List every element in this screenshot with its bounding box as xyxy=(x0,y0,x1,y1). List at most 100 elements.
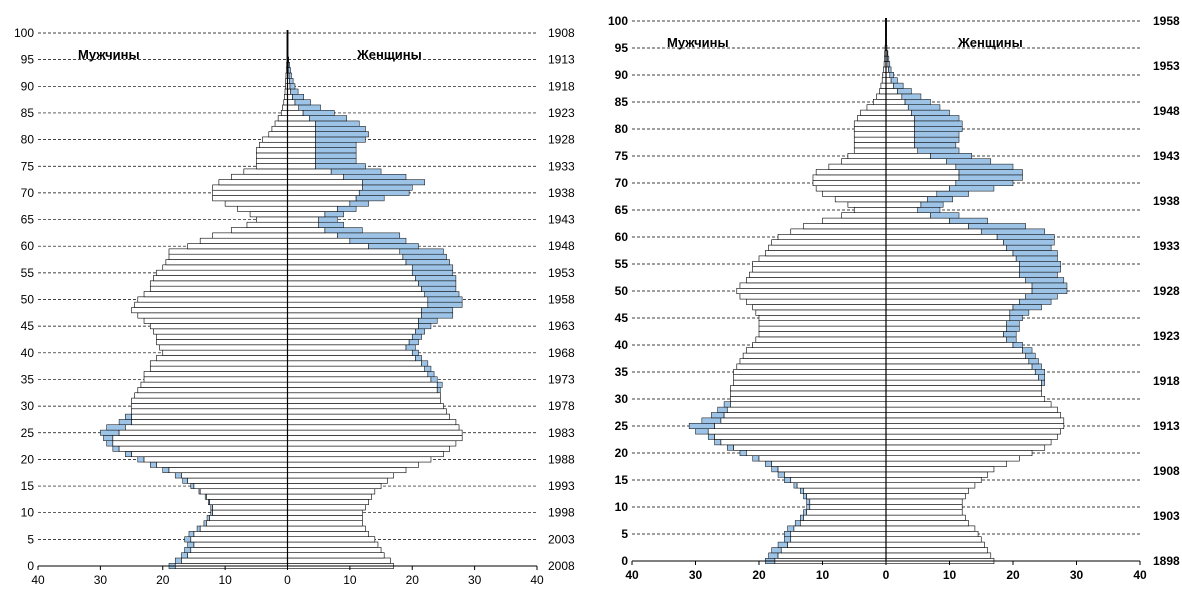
male-bar xyxy=(787,541,887,548)
value-tick-label: 30 xyxy=(1070,568,1084,582)
female-excess-bar xyxy=(292,94,304,100)
year-tick-label: 1898 xyxy=(1153,554,1180,568)
male-bar xyxy=(134,392,288,399)
male-bar xyxy=(199,525,288,532)
value-tick-label: 10 xyxy=(943,568,957,582)
female-bar xyxy=(287,499,369,506)
female-excess-bar xyxy=(418,317,438,324)
female-excess-bar xyxy=(1031,282,1068,289)
male-bar xyxy=(730,395,887,402)
age-tick-label: 35 xyxy=(21,372,35,386)
male-bar xyxy=(153,328,288,335)
male-excess-bar xyxy=(187,541,195,548)
male-bar xyxy=(125,424,288,431)
male-bar xyxy=(193,541,288,548)
male-bar xyxy=(809,503,887,510)
male-bar xyxy=(256,147,288,154)
female-excess-bar xyxy=(917,147,960,154)
female-excess-bar xyxy=(358,189,410,196)
female-excess-bar xyxy=(436,387,441,394)
female-bar xyxy=(885,514,966,521)
male-bar xyxy=(212,184,288,191)
female-bar xyxy=(885,142,915,149)
female-excess-bar xyxy=(930,212,960,219)
male-bar xyxy=(860,109,887,116)
pyramid-chart-right: 0 5 10 15 20 25 30 35 40 45 50 55 60 65 70 75 80 85 90 95 10… xyxy=(608,14,1180,582)
year-tick-label: 1993 xyxy=(548,479,575,493)
male-bar xyxy=(771,460,887,467)
male-bar xyxy=(181,472,288,479)
male-bar xyxy=(768,244,887,251)
male-bar xyxy=(853,147,887,154)
female-excess-bar xyxy=(1025,293,1058,300)
year-tick-label: 1943 xyxy=(548,213,575,227)
female-bar xyxy=(287,536,376,543)
female-bar xyxy=(885,287,1033,294)
female-excess-bar xyxy=(887,50,889,57)
male-bar xyxy=(162,349,288,356)
value-tick-label: 10 xyxy=(218,573,232,587)
female-bar xyxy=(287,531,369,537)
female-excess-bar xyxy=(901,93,922,100)
female-bar xyxy=(287,525,366,532)
female-bar xyxy=(885,196,928,203)
male-bar xyxy=(256,163,288,170)
female-bar xyxy=(885,174,960,181)
bars xyxy=(100,30,463,569)
male-bar xyxy=(156,355,288,362)
male-excess-bar xyxy=(714,439,722,446)
male-excess-bar xyxy=(723,401,731,408)
male-bar xyxy=(224,200,288,207)
age-tick-label: 15 xyxy=(615,473,629,487)
age-tick-label: 85 xyxy=(615,95,629,109)
age-tick-label: 5 xyxy=(27,532,34,546)
age-tick-label: 95 xyxy=(615,41,629,55)
female-bar xyxy=(287,419,457,426)
male-bar xyxy=(190,547,288,553)
female-excess-bar xyxy=(368,243,419,250)
female-bar xyxy=(287,168,332,175)
female-excess-bar xyxy=(424,365,432,372)
male-excess-bar xyxy=(100,429,120,436)
male-bar xyxy=(143,376,288,383)
age-tick-label: 50 xyxy=(615,284,629,298)
female-excess-bar xyxy=(946,158,992,165)
female-excess-bar xyxy=(324,227,363,234)
value-tick-label: 0 xyxy=(284,573,291,587)
female-excess-bar xyxy=(958,169,1023,176)
male-excess-bar xyxy=(103,435,114,441)
age-tick-label: 70 xyxy=(615,176,629,190)
male-excess-bar xyxy=(125,413,132,420)
age-tick-label: 45 xyxy=(21,319,35,333)
female-bar xyxy=(885,520,969,527)
female-excess-bar xyxy=(324,211,344,218)
male-bar xyxy=(156,333,288,340)
value-tick-label: 30 xyxy=(689,568,703,582)
female-bar xyxy=(885,163,957,170)
female-excess-bar xyxy=(421,360,429,367)
male-bar xyxy=(853,136,887,143)
male-bar xyxy=(742,352,887,359)
female-bar xyxy=(885,439,1052,446)
female-bar xyxy=(885,217,950,224)
female-bar xyxy=(287,472,394,479)
female-excess-bar xyxy=(930,153,972,159)
female-bar xyxy=(287,509,363,516)
female-bar xyxy=(287,557,391,564)
year-tick-label: 1908 xyxy=(1153,464,1180,478)
female-excess-bar xyxy=(887,55,890,62)
value-tick-label: 30 xyxy=(94,573,108,587)
male-bar xyxy=(755,336,887,343)
female-bar xyxy=(287,333,413,340)
female-excess-bar xyxy=(290,88,299,95)
year-tick-label: 1923 xyxy=(1153,329,1180,343)
male-excess-bar xyxy=(727,444,734,451)
male-bar xyxy=(799,520,887,527)
male-excess-bar xyxy=(174,557,182,564)
value-tick-label: 20 xyxy=(406,573,420,587)
female-excess-bar xyxy=(415,328,425,335)
female-excess-bar xyxy=(315,120,360,127)
female-bar xyxy=(885,428,1061,435)
male-bar xyxy=(131,419,288,426)
male-bar xyxy=(853,207,887,214)
